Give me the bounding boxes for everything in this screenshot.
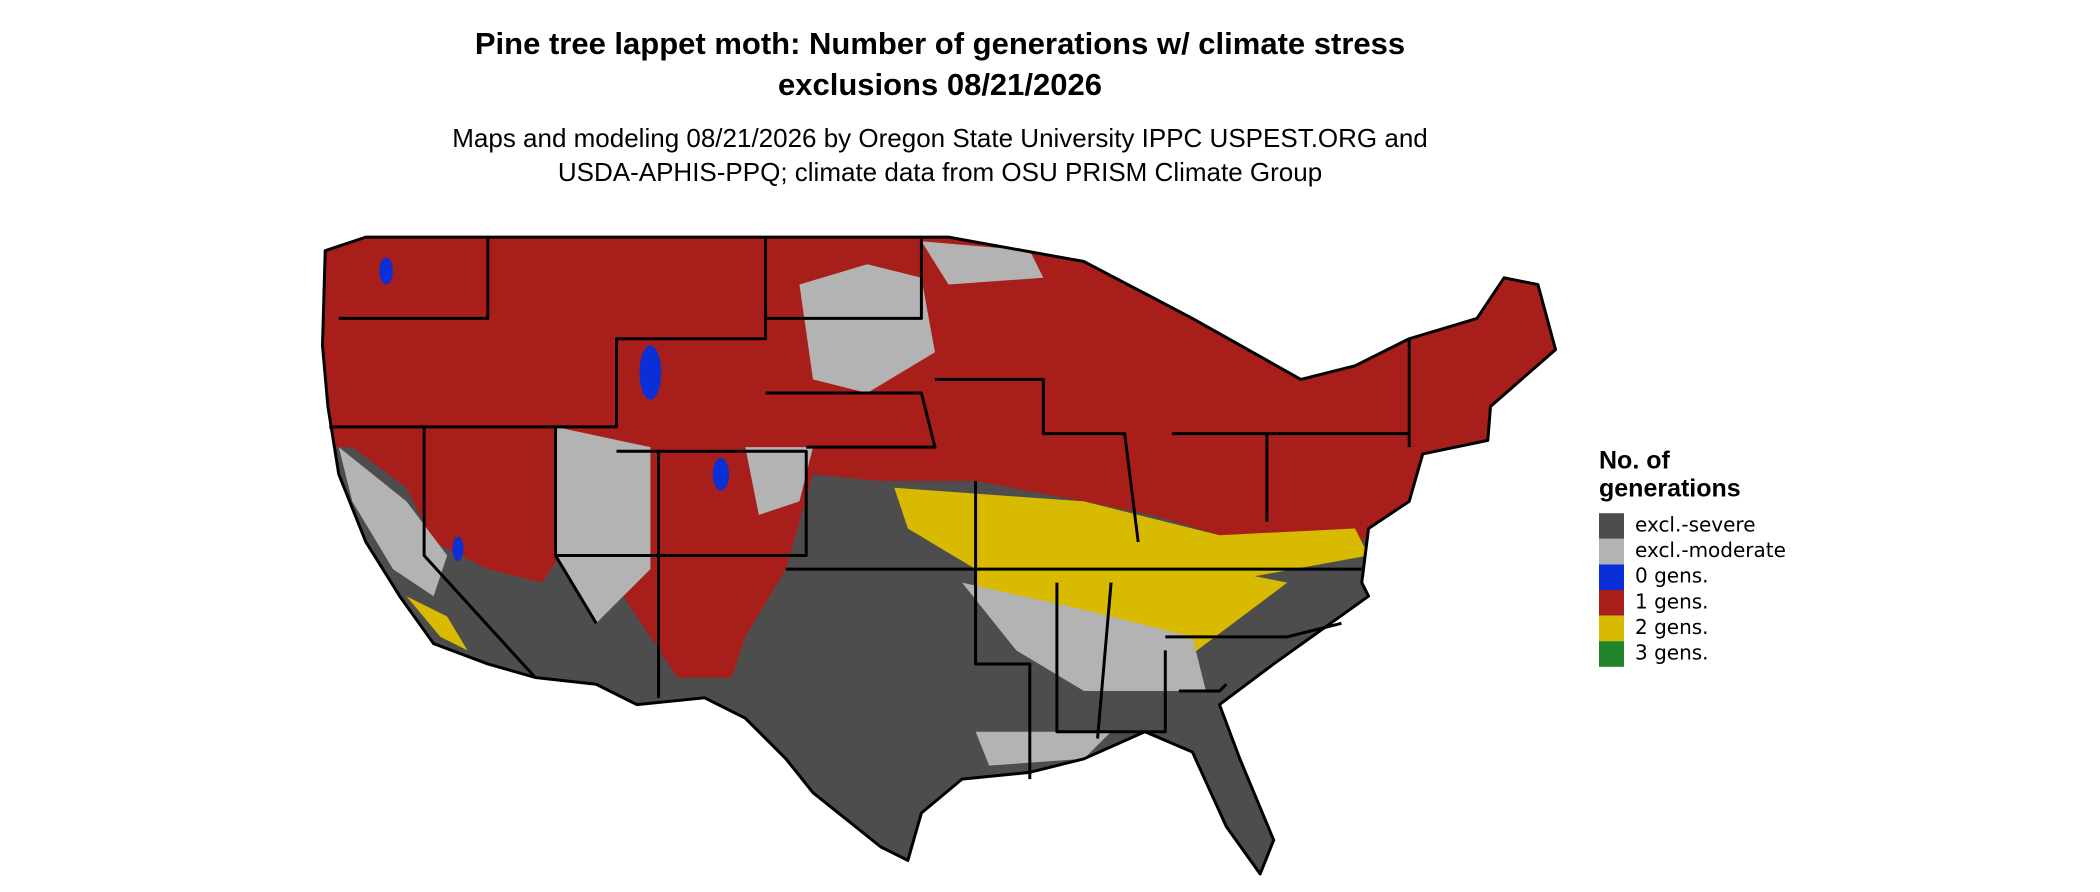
- legend-swatch: [1599, 564, 1624, 590]
- map-region: [338, 447, 448, 597]
- legend-label: 1 gens.: [1635, 589, 1709, 613]
- legend-title: No. of: [1599, 447, 1670, 475]
- map: [320, 235, 1558, 876]
- map-region: [712, 457, 729, 491]
- map-region: [639, 345, 662, 400]
- legend-swatch: [1599, 590, 1624, 616]
- map-region: [962, 582, 1206, 692]
- subtitle-line: USDA-APHIS-PPQ; climate data from OSU PR…: [558, 157, 1322, 187]
- legend-label: excl.-moderate: [1635, 538, 1786, 562]
- map-region: [379, 257, 393, 285]
- map-region: [921, 241, 1044, 285]
- subtitle-line: Maps and modeling 08/21/2026 by Oregon S…: [452, 123, 1428, 153]
- legend-title: generations: [1599, 475, 1741, 503]
- map-region: [799, 264, 935, 393]
- map-region: [745, 447, 813, 515]
- legend: No. of generations excl.-severeexcl.-mod…: [1599, 447, 1786, 667]
- national-border: [320, 235, 1558, 876]
- legend-label: excl.-severe: [1635, 513, 1756, 537]
- legend-swatch: [1599, 538, 1624, 565]
- legend-label: 2 gens.: [1635, 615, 1709, 639]
- map-region: [975, 569, 1288, 664]
- legend-label: 0 gens.: [1635, 564, 1709, 588]
- state-borders: [329, 237, 1411, 780]
- map-region: [975, 731, 1112, 766]
- title-line: Pine tree lappet moth: Number of generat…: [475, 26, 1405, 61]
- map-region: [894, 487, 1369, 624]
- legend-swatch: [1599, 513, 1624, 539]
- legend-swatch: [1599, 615, 1624, 642]
- legend-swatch: [1599, 641, 1624, 667]
- title-line: exclusions 08/21/2026: [778, 67, 1102, 102]
- map-region: [406, 596, 468, 651]
- legend-label: 3 gens.: [1635, 641, 1709, 665]
- map-region: [452, 536, 464, 561]
- map-region: [555, 426, 651, 624]
